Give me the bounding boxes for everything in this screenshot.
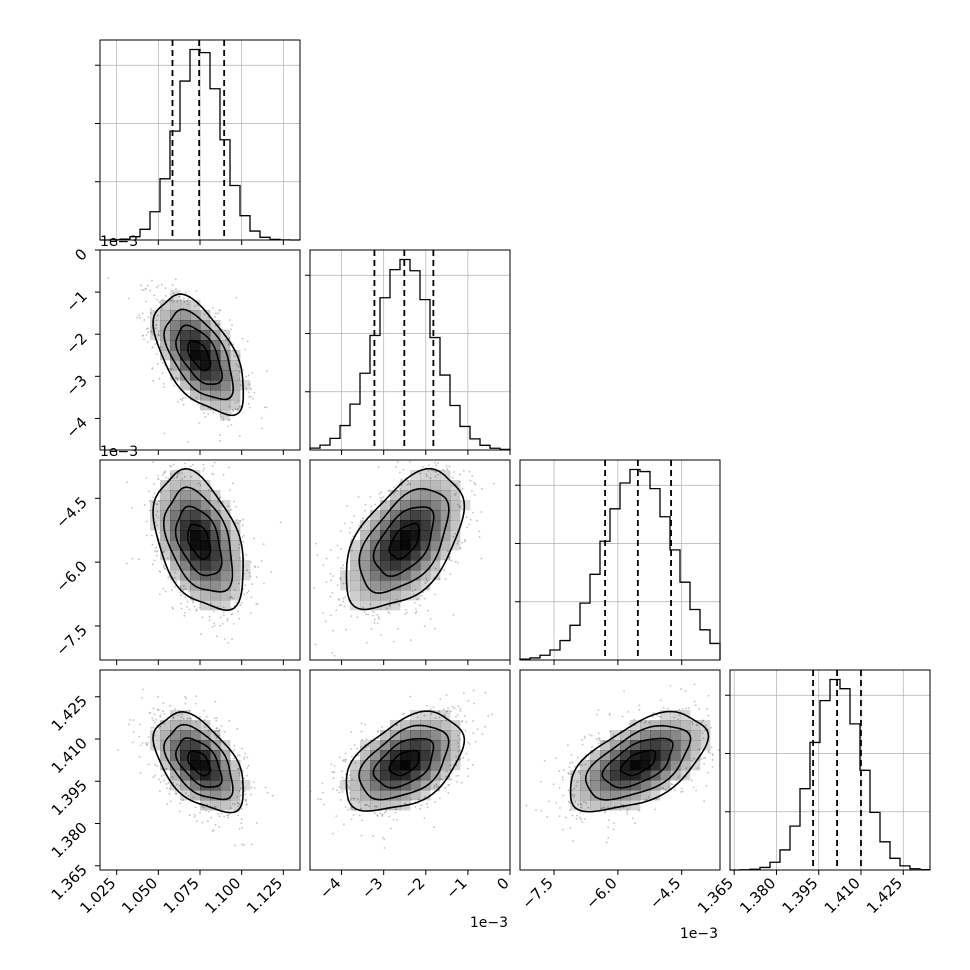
contour	[152, 293, 245, 417]
contour-lines	[152, 710, 244, 814]
contour	[372, 738, 435, 789]
x-tick-label: −4.5	[646, 874, 684, 912]
histogram-frame	[519, 459, 721, 661]
offset-label: 1e−3	[470, 915, 508, 931]
density-panel	[525, 683, 720, 844]
x-tick-label: 1.425	[863, 874, 906, 917]
histogram-frame	[729, 669, 931, 871]
scatter-points	[525, 683, 720, 844]
x-tick-label: 1.075	[160, 874, 203, 917]
y-tick-label: 0	[71, 245, 90, 264]
contour-lines	[345, 467, 466, 611]
density-grid	[340, 470, 471, 611]
contour	[174, 505, 223, 577]
contour	[388, 749, 420, 777]
x-tick-label: 1.380	[736, 874, 779, 917]
histogram-panel	[515, 460, 721, 660]
histogram-frame	[309, 249, 511, 451]
contour	[345, 467, 466, 611]
contour	[358, 487, 450, 594]
x-tick-label: 1.395	[778, 874, 821, 917]
histogram-panel	[305, 250, 511, 451]
density-grid	[150, 470, 251, 611]
y-tick-label: −6.0	[52, 557, 90, 595]
y-tick-label: 1.395	[48, 776, 91, 819]
x-tick-label: −4	[316, 874, 344, 902]
offset-label: 1e−3	[680, 926, 718, 942]
contour	[372, 506, 435, 577]
x-tick-label: 1.410	[821, 874, 864, 917]
x-tick-label: −2	[400, 874, 428, 902]
histogram-step	[309, 258, 511, 451]
contour	[174, 737, 223, 788]
y-tick-label: 1.380	[48, 819, 91, 862]
x-tick-label: 1.125	[243, 874, 286, 917]
scatter-points	[310, 689, 494, 849]
y-tick-label: −7.5	[52, 621, 90, 659]
x-tick-label: 1.365	[694, 874, 737, 917]
histogram-panel	[725, 670, 931, 871]
scatter-points	[125, 460, 282, 644]
contour	[152, 467, 244, 612]
x-tick-label: −7.5	[518, 874, 556, 912]
contour	[584, 724, 692, 801]
contour	[163, 308, 235, 401]
y-tick-label: −2	[62, 329, 90, 357]
x-tick-label: −1	[442, 874, 470, 902]
contour	[619, 749, 657, 777]
contour	[187, 750, 212, 777]
x-tick-label: −3	[358, 874, 386, 902]
contour	[186, 523, 212, 560]
density-grid	[150, 290, 251, 421]
histogram-step	[729, 678, 931, 871]
histogram-step	[519, 468, 721, 660]
contour	[163, 723, 234, 801]
contour	[187, 339, 212, 372]
contour	[345, 710, 466, 812]
contour	[569, 710, 710, 813]
x-tick-label: 1.050	[118, 874, 161, 917]
y-tick-label: −1	[62, 287, 90, 315]
contour-lines	[152, 467, 244, 612]
density-frame	[309, 459, 511, 661]
density-panel	[312, 460, 496, 657]
contour	[388, 522, 420, 560]
density-panel	[107, 277, 268, 443]
density-panel	[125, 460, 282, 644]
density-frame	[309, 669, 511, 871]
density-grid	[570, 710, 711, 811]
contour	[358, 724, 450, 801]
contour-lines	[152, 293, 245, 417]
x-tick-label: −6.0	[582, 874, 620, 912]
contour	[601, 737, 674, 789]
contour	[152, 710, 244, 814]
contour	[175, 324, 223, 385]
contour	[163, 486, 234, 593]
contour-lines	[345, 710, 466, 812]
histogram-panel	[95, 40, 301, 241]
density-panel	[310, 689, 494, 849]
contour-lines	[569, 710, 710, 813]
offset-label: 1e−3	[100, 234, 138, 250]
density-frame	[519, 669, 721, 871]
y-tick-label: −3	[62, 371, 90, 399]
offset-label: 1e−3	[100, 444, 138, 460]
density-panel	[117, 688, 274, 847]
y-tick-label: −4	[62, 414, 90, 442]
y-tick-label: −4.5	[52, 493, 90, 531]
x-tick-label: 1.100	[201, 874, 244, 917]
y-tick-label: 1.410	[48, 734, 91, 777]
y-tick-label: 1.425	[48, 692, 91, 735]
x-tick-label: 0	[493, 874, 512, 893]
